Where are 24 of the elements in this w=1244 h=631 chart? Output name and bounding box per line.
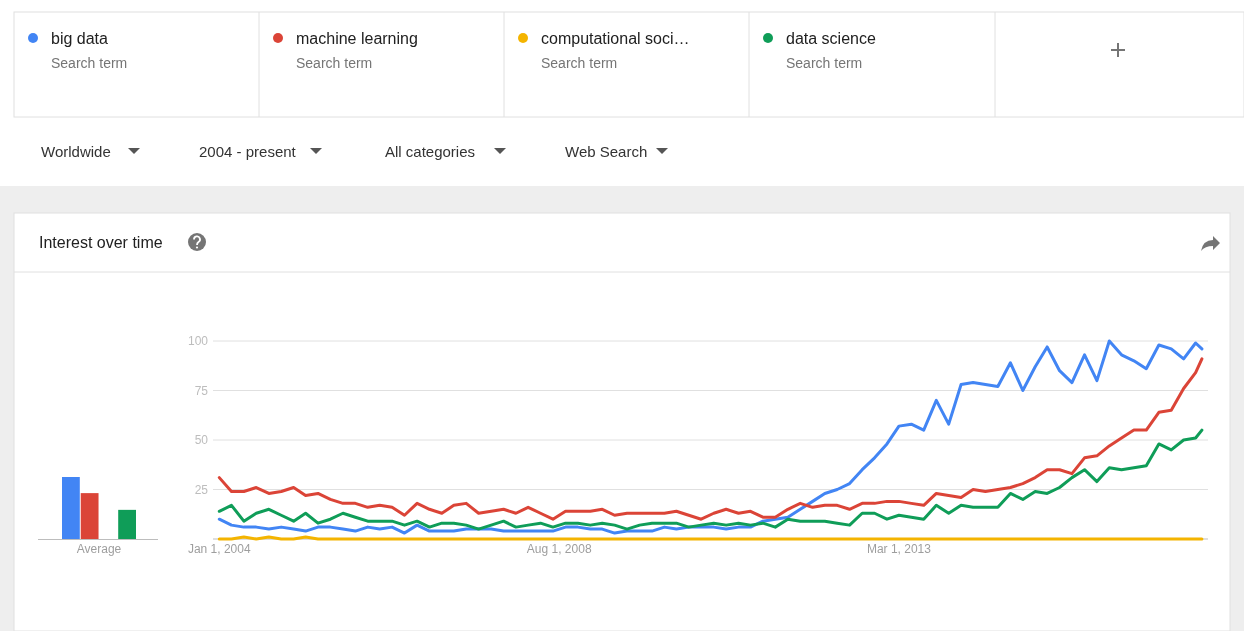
- line-series: [217, 339, 1204, 535]
- line-series: [217, 357, 1204, 521]
- legend-label: data science: [786, 30, 876, 47]
- legend-label: big data: [51, 30, 109, 47]
- chart-title: Interest over time: [39, 234, 163, 251]
- y-tick-label: 100: [187, 334, 209, 348]
- legend-label: machine learning: [296, 30, 418, 47]
- x-tick-label: Aug 1, 2008: [526, 542, 592, 556]
- text: Search term: [541, 55, 618, 71]
- line-series: [217, 428, 1204, 531]
- text: Search term: [786, 55, 863, 71]
- legend-label: computational soci…: [541, 30, 690, 47]
- x-tick-label: Mar 1, 2013: [866, 542, 932, 556]
- x-tick-label: Average: [76, 542, 122, 556]
- y-tick-label: 75: [194, 383, 209, 398]
- y-tick-label: 25: [194, 482, 209, 497]
- text: Search term: [51, 55, 128, 71]
- x-tick-label: Jan 1, 2004: [187, 542, 251, 556]
- text: Worldwide: [41, 143, 111, 160]
- text: 2004 - present: [199, 143, 297, 160]
- y-tick-label: 50: [194, 433, 209, 447]
- text: All categories: [385, 143, 476, 160]
- text: Web Search: [565, 143, 648, 160]
- text: Search term: [296, 55, 373, 71]
